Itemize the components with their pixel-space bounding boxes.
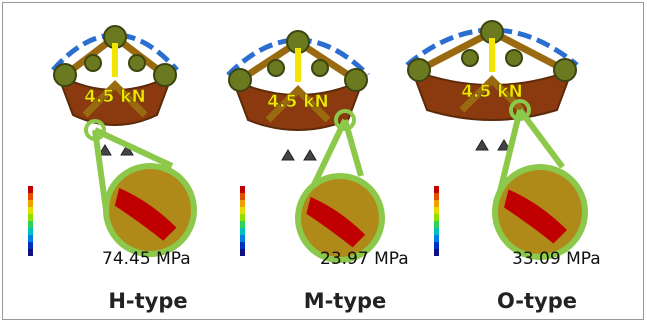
joint: [154, 64, 176, 86]
colorbar-step: [28, 186, 33, 193]
colorbar-step: [434, 207, 439, 214]
load-label: 4.5 kN: [461, 82, 523, 102]
colorbar-step: [240, 207, 245, 214]
load-arrow: [295, 48, 301, 82]
stress-label: 33.09 MPa: [512, 249, 601, 269]
load-arrow: [489, 38, 495, 72]
joint: [554, 59, 576, 81]
colorbar-step: [240, 228, 245, 235]
colorbar-step: [434, 214, 439, 221]
joint: [345, 69, 367, 91]
joint: [85, 55, 101, 71]
colorbar-step: [28, 214, 33, 221]
colorbar-step: [240, 221, 245, 228]
joint: [229, 69, 251, 91]
colorbar-step: [434, 235, 439, 242]
colorbar-step: [240, 249, 245, 256]
load-arrow: [112, 43, 118, 77]
stress-label: 23.97 MPa: [320, 249, 409, 269]
colorbar-step: [434, 228, 439, 235]
joint: [462, 50, 478, 66]
load-label: 4.5 kN: [267, 92, 329, 112]
joint: [312, 60, 328, 76]
colorbar-step: [434, 193, 439, 200]
colorbar-step: [28, 228, 33, 235]
colorbar-step: [434, 221, 439, 228]
colorbar-step: [240, 200, 245, 207]
joint: [268, 60, 284, 76]
joint: [408, 59, 430, 81]
joint: [54, 64, 76, 86]
colorbar-step: [240, 193, 245, 200]
colorbar-step: [28, 249, 33, 256]
colorbar-step: [28, 207, 33, 214]
colorbar-step: [434, 242, 439, 249]
colorbar-step: [240, 242, 245, 249]
type-label: H-type: [108, 289, 187, 313]
stress-label: 74.45 MPa: [102, 249, 191, 269]
colorbar-step: [434, 249, 439, 256]
colorbar-step: [240, 235, 245, 242]
figure: 4.5 kN 74.45 MPa H-type 4.5 kN 23.97 MPa M-ty…: [0, 0, 647, 322]
joint: [129, 55, 145, 71]
colorbar-step: [28, 221, 33, 228]
type-label: M-type: [304, 289, 387, 313]
colorbar-step: [240, 186, 245, 193]
load-label: 4.5 kN: [84, 87, 146, 107]
joint: [506, 50, 522, 66]
colorbar-step: [28, 200, 33, 207]
colorbar-step: [434, 186, 439, 193]
colorbar-step: [434, 200, 439, 207]
colorbar-step: [240, 214, 245, 221]
type-label: O-type: [497, 289, 577, 313]
colorbar-step: [28, 193, 33, 200]
colorbar-step: [28, 235, 33, 242]
colorbar-step: [28, 242, 33, 249]
